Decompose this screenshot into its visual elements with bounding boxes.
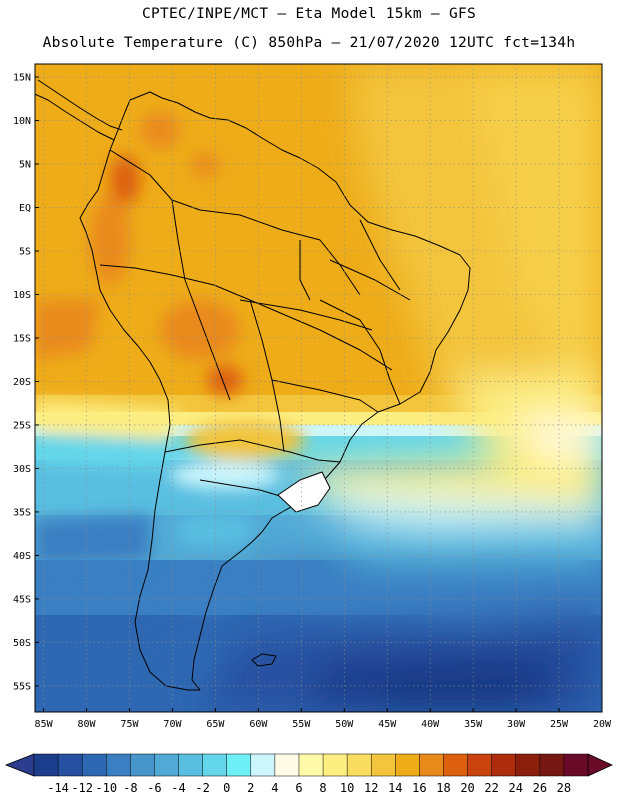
lat-label: 30S	[13, 464, 31, 475]
colorbar-swatch	[154, 753, 180, 777]
longitude-labels: 85W 80W 75W 70W 65W 60W 55W 50W 45W 40W 35W 30W 25W 2…	[35, 708, 612, 730]
colorbar-swatch	[130, 753, 155, 777]
colorbar-swatch	[106, 753, 131, 777]
colorbar-low-arrow	[4, 753, 35, 777]
lat-label: 10N	[13, 116, 31, 127]
colorbar-swatch	[370, 753, 396, 777]
colorbar-label: -4	[171, 781, 185, 795]
colorbar-label: -8	[123, 781, 137, 795]
colorbar-label: -12	[71, 781, 93, 795]
colorbar-swatch	[563, 753, 589, 777]
colorbar: -14 -12 -10 -8 -6 -4 -2 0 2 4 6 8 10 12 14 16 18 20 22 24 26…	[4, 753, 613, 795]
colorbar-label: 0	[223, 781, 230, 795]
lon-label: 80W	[78, 719, 97, 730]
colorbar-high-arrow	[587, 753, 613, 777]
colorbar-label: 12	[364, 781, 378, 795]
colorbar-swatch	[250, 753, 276, 777]
lon-label: 40W	[421, 719, 440, 730]
colorbar-swatch	[515, 753, 541, 777]
colorbar-swatch	[443, 753, 469, 777]
lat-label: 15S	[13, 333, 31, 344]
lon-label: 65W	[206, 719, 225, 730]
colorbar-label: -6	[147, 781, 161, 795]
colorbar-label: 26	[533, 781, 547, 795]
lon-label: 55W	[292, 719, 311, 730]
colorbar-swatch	[539, 753, 565, 777]
colorbar-label: 28	[557, 781, 571, 795]
colorbar-swatch	[202, 753, 228, 777]
colorbar-label: 16	[412, 781, 426, 795]
colorbar-swatch	[226, 753, 252, 777]
lon-label: 60W	[249, 719, 268, 730]
colorbar-swatch	[33, 753, 59, 777]
colorbar-label: 6	[295, 781, 302, 795]
colorbar-label: 2	[247, 781, 254, 795]
colorbar-swatch	[419, 753, 445, 777]
colorbar-label: -2	[195, 781, 209, 795]
colorbar-label: -14	[47, 781, 69, 795]
lon-label: 75W	[120, 719, 139, 730]
lon-label: 35W	[464, 719, 483, 730]
lat-label: 15N	[13, 73, 31, 84]
lat-label: EQ	[19, 203, 31, 214]
colorbar-swatch	[467, 753, 493, 777]
colorbar-label: 4	[271, 781, 278, 795]
lon-label: 50W	[335, 719, 354, 730]
lat-lon-grid	[35, 64, 602, 712]
lat-label: 5N	[19, 160, 31, 171]
lon-label: 85W	[35, 719, 54, 730]
lon-label: 45W	[378, 719, 397, 730]
title-line-2: Absolute Temperature (C) 850hPa – 21/07/…	[42, 35, 576, 51]
lat-label: 55S	[13, 681, 31, 692]
lat-label: 10S	[13, 290, 31, 301]
colorbar-swatch	[274, 753, 300, 777]
colorbar-swatch	[395, 753, 420, 777]
colorbar-label: 18	[436, 781, 450, 795]
lat-label: 45S	[13, 594, 31, 605]
colorbar-swatch	[81, 753, 107, 777]
colorbar-label: 24	[509, 781, 523, 795]
colorbar-swatch	[346, 753, 372, 777]
colorbar-label: -10	[95, 781, 117, 795]
colorbar-swatch	[491, 753, 517, 777]
lat-label: 5S	[19, 247, 31, 258]
lat-label: 35S	[13, 507, 31, 518]
lon-label: 70W	[163, 719, 182, 730]
lat-label: 25S	[13, 420, 31, 431]
lon-label: 30W	[507, 719, 526, 730]
title-line-1: CPTEC/INPE/MCT – Eta Model 15km – GFS	[141, 6, 477, 22]
lon-label: 20W	[593, 719, 612, 730]
colorbar-label: 14	[388, 781, 402, 795]
colorbar-label: 8	[319, 781, 326, 795]
lat-label: 40S	[13, 551, 31, 562]
colorbar-swatch	[298, 753, 324, 777]
colorbar-swatch	[57, 753, 83, 777]
lon-label: 25W	[550, 719, 569, 730]
colorbar-swatch	[322, 753, 348, 777]
colorbar-label: 22	[484, 781, 498, 795]
colorbar-label: 20	[460, 781, 474, 795]
latitude-labels: 15N 10N 5N EQ 5S 10S 15S 20S 25S 30S 35S 40S 45S 50S 5…	[13, 73, 39, 692]
lat-label: 20S	[13, 377, 31, 388]
colorbar-swatch	[178, 753, 204, 777]
map-frame	[34, 63, 603, 713]
colorbar-label: 10	[340, 781, 354, 795]
lat-label: 50S	[13, 638, 31, 649]
